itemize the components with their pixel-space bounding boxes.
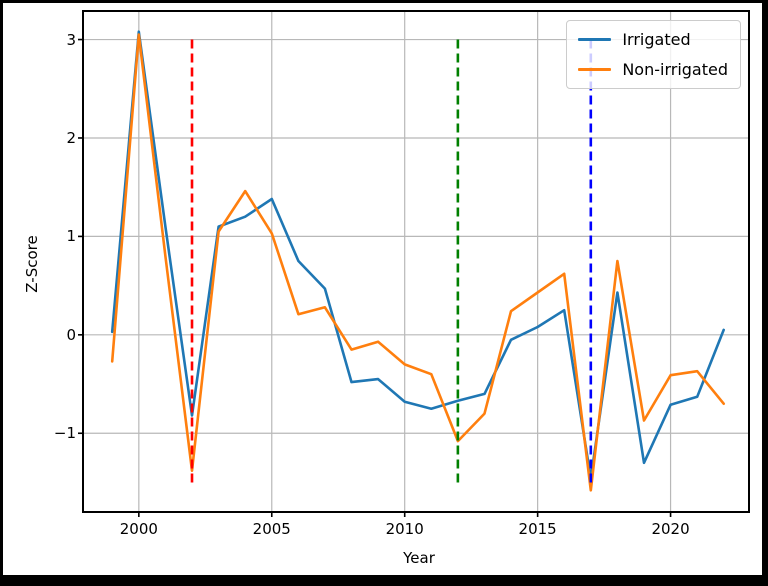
- x-tick-label-2015: 2015: [518, 520, 557, 538]
- x-tick-label-2000: 2000: [119, 520, 158, 538]
- chart-svg: [78, 10, 750, 517]
- legend-label-irrigated: Irrigated: [622, 30, 691, 49]
- y-tick-label--1: −1: [53, 424, 76, 443]
- legend-label-non-irrigated: Non-irrigated: [622, 60, 728, 79]
- x-tick-label-2020: 2020: [651, 520, 690, 538]
- legend-item-irrigated: Irrigated: [578, 27, 728, 52]
- x-tick-label-2010: 2010: [385, 520, 424, 538]
- y-tick-label-2: 2: [66, 128, 76, 147]
- legend-line-sample-irrigated: [578, 38, 612, 41]
- x-tick-label-2005: 2005: [252, 520, 291, 538]
- series-line-irrigated: [110, 30, 726, 480]
- plot-area: Irrigated Non-irrigated: [78, 10, 750, 517]
- figure-canvas: Z-Score Year Irrigated Non-irrigated: [3, 3, 762, 575]
- y-tick-label-0: 0: [66, 325, 76, 344]
- series-line-non-irrigated: [110, 33, 726, 492]
- y-tick-label-1: 1: [66, 227, 76, 246]
- y-axis-label: Z-Score: [23, 235, 41, 293]
- y-tick-label-3: 3: [66, 30, 76, 49]
- legend-item-non-irrigated: Non-irrigated: [578, 57, 728, 82]
- axes-frame: [82, 10, 750, 513]
- legend-line-sample-non-irrigated: [578, 68, 612, 71]
- x-axis-label: Year: [403, 549, 435, 567]
- legend: Irrigated Non-irrigated: [566, 20, 741, 89]
